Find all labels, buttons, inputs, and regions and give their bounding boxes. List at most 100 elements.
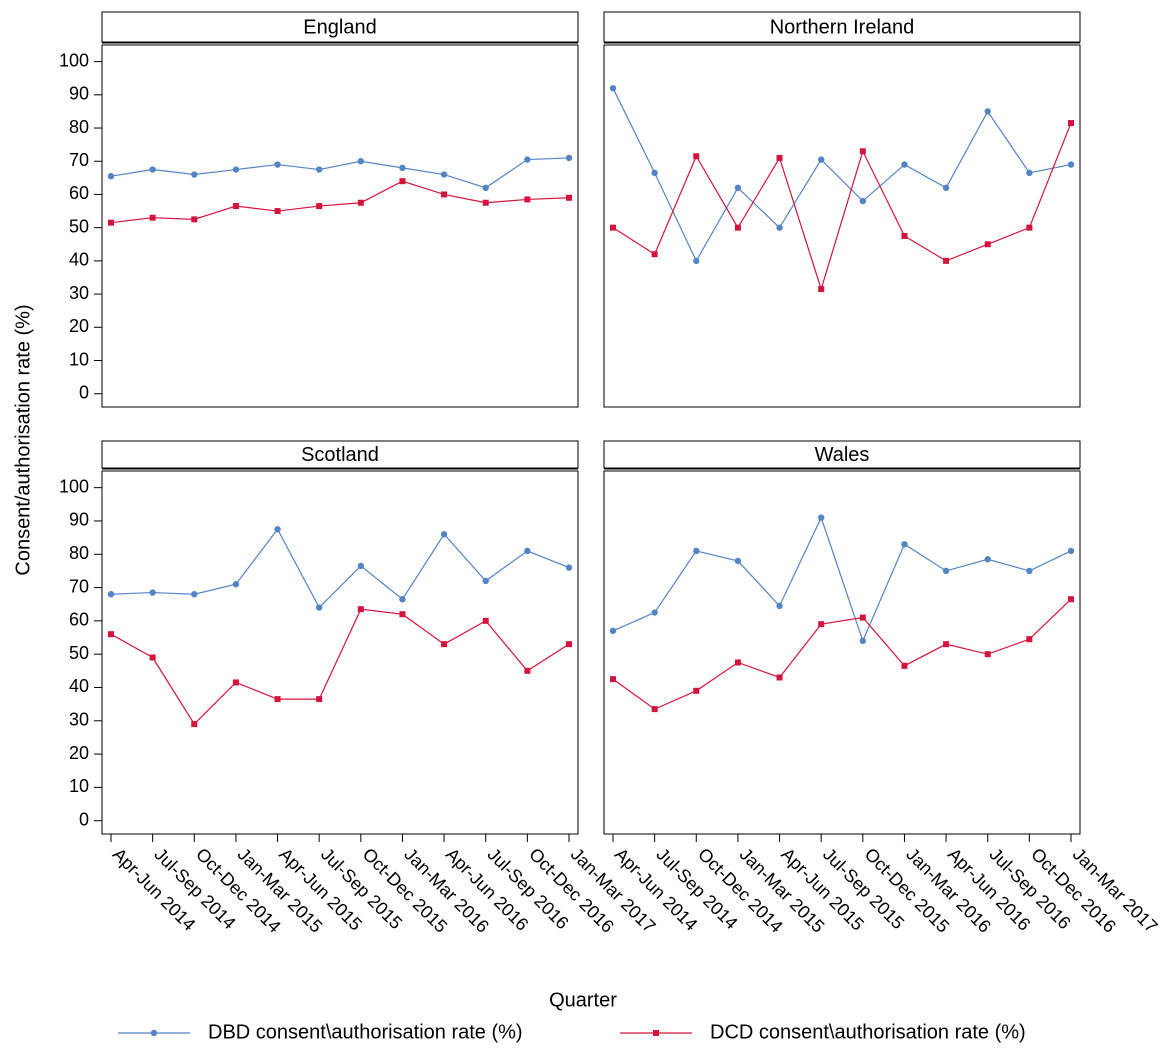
marker (984, 241, 991, 248)
marker (901, 662, 908, 669)
marker (734, 224, 741, 231)
marker (901, 161, 908, 168)
marker (734, 557, 742, 565)
marker (441, 641, 448, 648)
marker (191, 216, 198, 223)
y-tick-label: 70 (69, 576, 89, 596)
marker (357, 199, 364, 206)
marker (274, 161, 281, 168)
marker (191, 591, 198, 598)
marker (399, 611, 406, 618)
marker (440, 531, 448, 538)
series-line (110, 180, 570, 224)
marker (651, 251, 658, 258)
y-tick-label: 60 (69, 610, 89, 630)
marker (651, 169, 658, 177)
panel-title: England (303, 16, 376, 38)
marker (566, 194, 572, 201)
marker (818, 286, 825, 293)
y-tick-label: 10 (69, 776, 89, 796)
marker (357, 562, 365, 570)
marker (316, 696, 323, 703)
marker (315, 166, 323, 173)
marker (524, 667, 531, 674)
marker (274, 208, 281, 215)
marker (149, 654, 156, 661)
marker (441, 191, 448, 198)
marker (609, 627, 617, 635)
legend-label: DCD consent\authorisation rate (%) (710, 1021, 1026, 1043)
marker (524, 196, 531, 203)
legend-label: DBD consent\authorisation rate (%) (208, 1021, 523, 1043)
marker (859, 637, 867, 645)
marker (901, 232, 908, 239)
legend-marker (150, 1029, 158, 1037)
y-tick-label: 80 (69, 543, 89, 563)
marker (108, 219, 114, 226)
marker (357, 158, 365, 165)
plot-frame (603, 470, 1081, 835)
marker (1026, 636, 1033, 643)
marker (610, 224, 616, 231)
series-line (612, 87, 1072, 263)
plot-frame (101, 470, 579, 835)
marker (565, 154, 573, 162)
strip (603, 440, 1081, 469)
marker (942, 184, 950, 192)
marker (566, 641, 572, 648)
marker (776, 154, 783, 161)
series-line (110, 608, 570, 726)
marker (942, 567, 950, 575)
marker (817, 156, 825, 163)
marker (859, 614, 866, 621)
strip (101, 11, 579, 43)
marker (399, 178, 406, 185)
marker (776, 224, 783, 231)
marker (274, 696, 281, 703)
y-tick-label: 30 (69, 283, 89, 303)
panel-title: Northern Ireland (770, 16, 915, 38)
y-tick-label: 70 (69, 150, 89, 170)
marker (482, 577, 489, 585)
y-tick-label: 50 (69, 216, 89, 236)
marker (943, 641, 950, 648)
marker (565, 564, 573, 571)
y-tick-label: 0 (79, 382, 89, 402)
series-line (612, 516, 1072, 643)
series-line (110, 157, 570, 189)
marker (482, 199, 489, 206)
marker (315, 604, 323, 611)
y-tick-label: 0 (79, 809, 89, 829)
y-tick-label: 50 (69, 643, 89, 663)
marker (693, 257, 700, 265)
marker (610, 676, 616, 683)
marker (232, 203, 239, 210)
marker (149, 214, 156, 221)
marker (274, 526, 281, 533)
marker (191, 171, 198, 178)
marker (399, 164, 406, 172)
legend-marker (653, 1030, 659, 1036)
marker (232, 581, 240, 588)
marker (1026, 224, 1033, 231)
marker (734, 659, 741, 666)
x-axis-title: Quarter (549, 989, 617, 1011)
y-tick-label: 100 (59, 476, 89, 496)
marker (984, 651, 991, 658)
marker (693, 547, 700, 555)
panel-title: Wales (815, 444, 870, 466)
marker (524, 156, 531, 163)
marker (524, 547, 531, 555)
marker (482, 617, 489, 624)
y-tick-label: 20 (69, 316, 89, 336)
marker (609, 84, 617, 92)
y-tick-label: 30 (69, 710, 89, 730)
panel-title: Scotland (301, 444, 379, 466)
y-tick-label: 60 (69, 183, 89, 203)
marker (1067, 161, 1075, 168)
marker (316, 203, 323, 210)
plot-frame (101, 44, 579, 408)
series-line (612, 122, 1072, 292)
